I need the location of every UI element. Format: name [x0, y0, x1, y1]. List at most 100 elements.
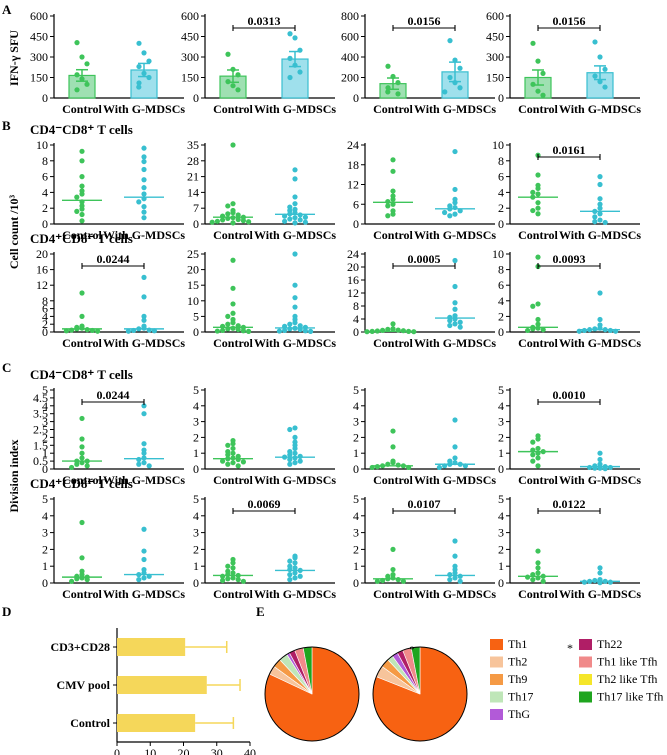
data-point	[136, 461, 142, 467]
legend-swatch	[579, 656, 592, 668]
data-point	[302, 219, 308, 225]
data-point	[292, 575, 298, 581]
data-point	[230, 441, 236, 447]
data-point	[69, 578, 75, 584]
x-tick-label: Control	[373, 587, 413, 601]
data-point	[225, 563, 231, 569]
y-tick-label: 0	[353, 325, 359, 339]
data-point	[597, 461, 603, 467]
y-tick-label: 0	[353, 462, 359, 476]
data-point	[411, 329, 417, 335]
data-point	[79, 148, 85, 154]
y-tick-label: 8	[498, 263, 504, 277]
data-point	[525, 327, 531, 334]
data-point	[535, 445, 541, 452]
data-point	[240, 328, 246, 334]
legend-label: Th2 like Tfh	[597, 672, 657, 686]
hbar	[117, 714, 196, 732]
y-tick-label: 300	[181, 50, 199, 64]
legend-star: *	[567, 641, 573, 655]
data-point	[292, 425, 298, 431]
data-point	[141, 154, 147, 160]
data-point	[390, 428, 396, 434]
data-point	[141, 460, 147, 466]
x-tick-label: With G-MDSCs	[254, 587, 336, 601]
plot-B8: 0 24 68 10 Control With G-MDSCs 0.0093	[492, 247, 641, 350]
x-tick-label: Control	[213, 587, 253, 601]
data-point	[79, 158, 85, 164]
y-tick-label: 0	[498, 325, 504, 339]
x-tick-label: 30	[211, 746, 223, 755]
data-point	[540, 92, 546, 98]
data-point	[282, 327, 288, 334]
data-point	[292, 220, 298, 226]
y-tick-label: 0	[193, 462, 199, 476]
bar	[130, 69, 158, 99]
data-point	[452, 186, 458, 193]
legend-swatch	[579, 674, 592, 685]
data-point	[141, 317, 147, 323]
hbar	[117, 638, 186, 656]
data-point	[235, 456, 241, 463]
data-point	[597, 54, 603, 60]
data-point	[141, 185, 147, 191]
data-point	[282, 218, 288, 224]
y-tick-label: 21	[187, 170, 199, 184]
data-point	[447, 318, 453, 324]
data-point	[220, 458, 226, 464]
data-point	[141, 455, 147, 461]
y-tick-label: 15	[187, 278, 199, 292]
y-tick-label: 3	[353, 415, 359, 429]
x-tick-label: With G-MDSCs	[414, 336, 496, 350]
y-tick-label: 1	[42, 446, 48, 460]
data-point	[530, 577, 536, 583]
y-tick-label: 0	[42, 217, 48, 231]
data-point	[141, 215, 147, 221]
legend-label: Th9	[508, 672, 527, 686]
ylabel-cell-count: Cell count /10³	[7, 194, 21, 269]
y-tick-label: 0	[42, 576, 48, 590]
data-point	[287, 452, 293, 458]
data-point	[530, 189, 536, 195]
data-point	[587, 464, 593, 471]
data-point	[230, 66, 236, 72]
data-point	[452, 553, 458, 559]
y-tick-label: 0	[193, 325, 199, 339]
data-point	[535, 205, 541, 211]
data-point	[292, 320, 298, 326]
x-tick-label: Control	[518, 228, 558, 242]
data-point	[602, 84, 608, 90]
legend-swatch	[490, 674, 503, 685]
plot-B4: 0 2 46 8 10 Control With G-MDSCs 0.0161	[492, 138, 641, 242]
y-tick-label: 1	[353, 446, 359, 460]
category-label: CMV pool	[57, 678, 111, 692]
data-point	[230, 450, 236, 456]
data-point	[287, 74, 293, 81]
plot-C8: 0 1 2 3 4 5 Control With G-MDSCs 0.0122	[498, 492, 641, 601]
data-point	[592, 73, 598, 79]
y-tick-label: 0	[193, 91, 199, 105]
data-point	[597, 570, 603, 576]
y-tick-label: 0	[193, 217, 199, 231]
data-point	[230, 210, 236, 216]
data-point	[400, 578, 406, 584]
legend-label: Th1 like Tfh	[597, 655, 657, 669]
data-point	[442, 209, 448, 216]
x-tick-label: With G-MDSCs	[254, 336, 336, 350]
data-point	[225, 203, 231, 209]
data-point	[535, 172, 541, 178]
data-point	[457, 324, 463, 330]
data-point	[390, 575, 396, 581]
y-tick-label: 6	[498, 170, 504, 184]
y-tick-label: 3	[193, 415, 199, 429]
data-point	[230, 285, 236, 291]
y-tick-label: 4	[353, 312, 359, 326]
x-tick-label: With G-MDSCs	[559, 587, 641, 601]
p-value-label: 0.0244	[97, 252, 130, 266]
y-tick-label: 4	[42, 509, 48, 523]
legend-label: Th1	[508, 637, 527, 651]
data-point	[535, 301, 541, 307]
panel-labels: A B C D E	[2, 2, 265, 619]
